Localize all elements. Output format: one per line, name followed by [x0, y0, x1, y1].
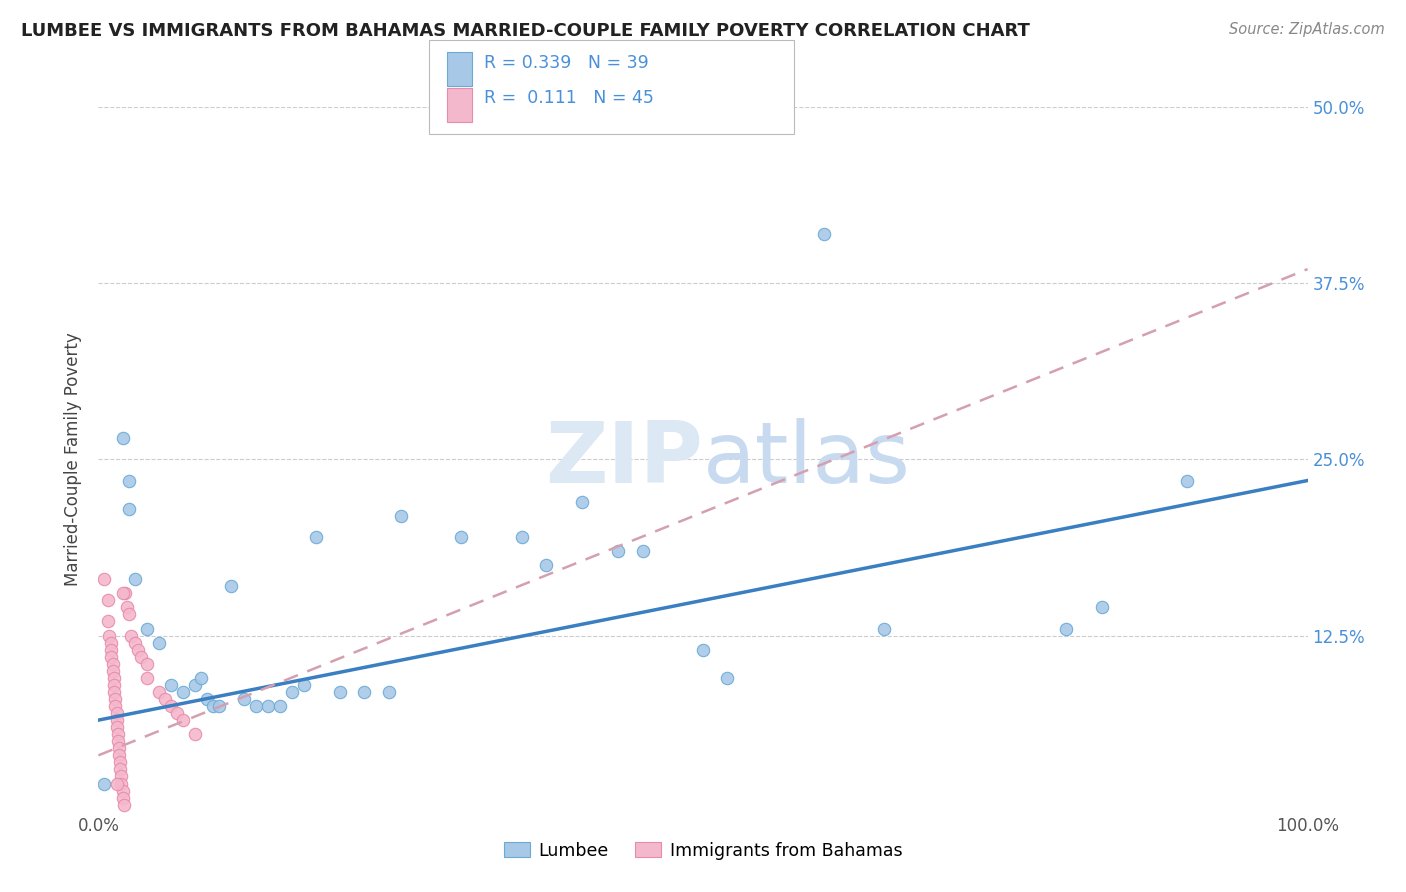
Point — [108, 748, 131, 763]
Point — [103, 671, 125, 685]
Point — [135, 671, 157, 685]
Point — [534, 558, 557, 573]
Point — [111, 431, 134, 445]
Point — [97, 615, 120, 629]
Point — [160, 699, 183, 714]
Point — [103, 685, 125, 699]
Point — [108, 741, 131, 756]
Point — [103, 678, 125, 692]
Point — [104, 699, 127, 714]
Point — [93, 572, 115, 586]
Point — [245, 699, 267, 714]
Point — [202, 699, 225, 714]
Point — [305, 530, 328, 544]
Text: ZIP: ZIP — [546, 417, 703, 501]
Point — [101, 664, 124, 678]
Point — [98, 628, 121, 642]
Point — [160, 678, 183, 692]
Point — [329, 685, 352, 699]
Point — [135, 622, 157, 636]
Point — [389, 508, 412, 523]
Text: LUMBEE VS IMMIGRANTS FROM BAHAMAS MARRIED-COUPLE FAMILY POVERTY CORRELATION CHAR: LUMBEE VS IMMIGRANTS FROM BAHAMAS MARRIE… — [21, 22, 1031, 40]
Point — [120, 628, 142, 642]
Point — [100, 642, 122, 657]
Point — [105, 706, 128, 720]
Point — [118, 501, 141, 516]
Point — [127, 642, 149, 657]
Point — [256, 699, 278, 714]
Point — [105, 720, 128, 734]
Point — [117, 600, 139, 615]
Point — [172, 713, 194, 727]
Point — [607, 544, 630, 558]
Point — [450, 530, 472, 544]
Point — [110, 776, 132, 790]
Point — [110, 769, 132, 784]
Point — [107, 727, 129, 741]
Point — [108, 756, 131, 770]
Point — [148, 635, 170, 649]
Point — [631, 544, 654, 558]
Point — [873, 622, 896, 636]
Text: R = 0.339   N = 39: R = 0.339 N = 39 — [484, 54, 648, 71]
Point — [111, 586, 134, 600]
Point — [153, 692, 176, 706]
Point — [124, 572, 146, 586]
Point — [269, 699, 291, 714]
Point — [124, 635, 146, 649]
Point — [195, 692, 218, 706]
Point — [111, 790, 134, 805]
Point — [281, 685, 304, 699]
Point — [292, 678, 315, 692]
Point — [692, 642, 714, 657]
Point — [108, 763, 131, 777]
Point — [129, 649, 152, 664]
Point — [172, 685, 194, 699]
Text: R =  0.111   N = 45: R = 0.111 N = 45 — [484, 88, 654, 107]
Text: Source: ZipAtlas.com: Source: ZipAtlas.com — [1229, 22, 1385, 37]
Point — [135, 657, 157, 671]
Point — [166, 706, 188, 720]
Point — [93, 776, 115, 790]
Point — [1175, 474, 1198, 488]
Text: atlas: atlas — [703, 417, 911, 501]
Point — [97, 593, 120, 607]
Point — [105, 776, 128, 790]
Point — [221, 579, 243, 593]
Point — [148, 685, 170, 699]
Point — [813, 227, 835, 241]
Y-axis label: Married-Couple Family Poverty: Married-Couple Family Poverty — [65, 333, 83, 586]
Point — [104, 692, 127, 706]
Point — [232, 692, 254, 706]
Point — [112, 797, 135, 812]
Point — [190, 671, 212, 685]
Point — [716, 671, 738, 685]
Point — [107, 734, 129, 748]
Point — [571, 494, 593, 508]
Point — [208, 699, 231, 714]
Point — [114, 586, 136, 600]
Point — [111, 783, 134, 797]
Point — [118, 474, 141, 488]
Point — [100, 649, 122, 664]
Point — [1091, 600, 1114, 615]
Point — [1054, 622, 1077, 636]
Point — [510, 530, 533, 544]
Point — [184, 678, 207, 692]
Point — [377, 685, 399, 699]
Point — [353, 685, 375, 699]
Point — [101, 657, 124, 671]
Point — [105, 713, 128, 727]
Legend: Lumbee, Immigrants from Bahamas: Lumbee, Immigrants from Bahamas — [496, 835, 910, 866]
Point — [184, 727, 207, 741]
Point — [118, 607, 141, 622]
Point — [100, 635, 122, 649]
